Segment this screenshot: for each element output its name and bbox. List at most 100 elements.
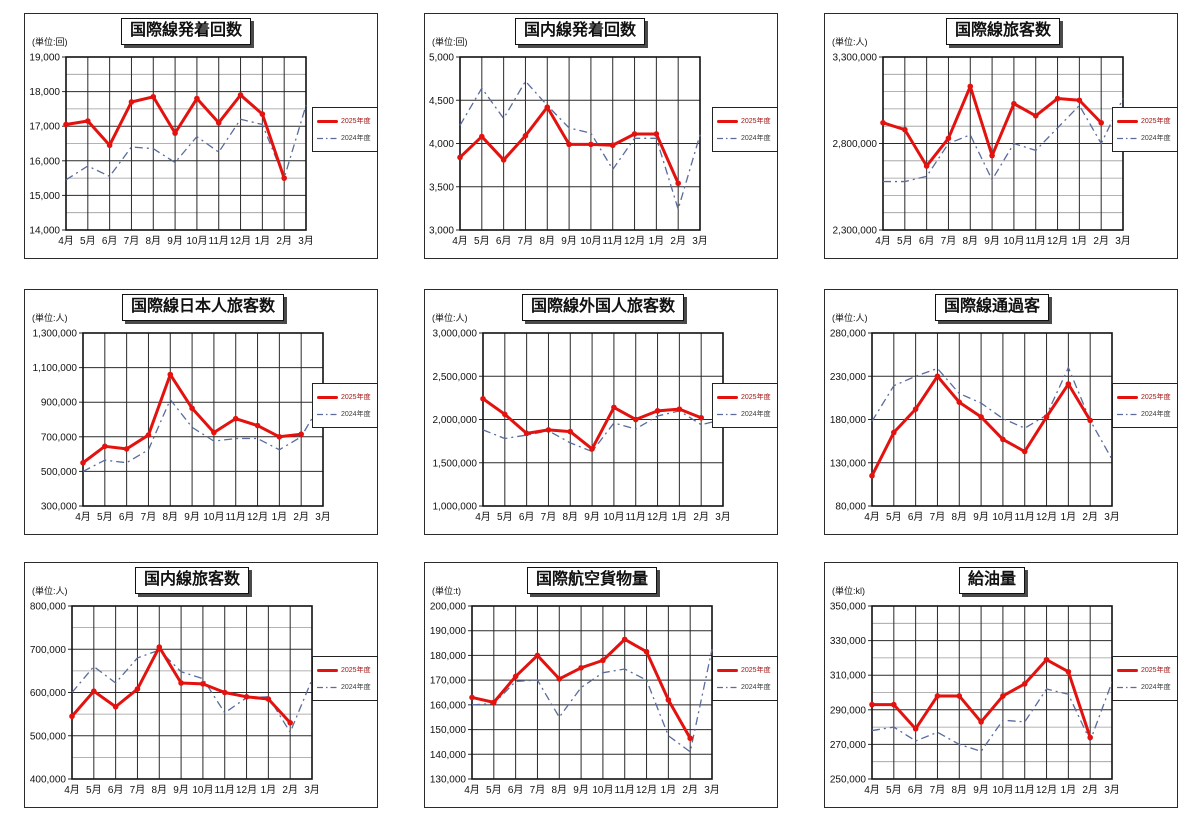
legend-line-sample-2025 bbox=[317, 119, 338, 123]
svg-text:10月: 10月 bbox=[603, 511, 624, 523]
unit-label: (単位:人) bbox=[832, 313, 868, 323]
svg-text:7月: 7月 bbox=[518, 235, 534, 247]
svg-text:4,000: 4,000 bbox=[429, 139, 454, 150]
svg-text:10月: 10月 bbox=[580, 235, 601, 247]
svg-text:180,000: 180,000 bbox=[430, 651, 467, 662]
y-axis-labels: 80,000 130,000 180,000 230,000 280,000 bbox=[830, 329, 867, 513]
svg-text:11月: 11月 bbox=[626, 511, 646, 523]
svg-text:4月: 4月 bbox=[864, 511, 880, 523]
series-markers-2025 bbox=[63, 92, 287, 181]
svg-text:4月: 4月 bbox=[58, 235, 74, 247]
svg-text:5,000: 5,000 bbox=[429, 53, 454, 64]
chart-legend: 2025年度 2024年度 bbox=[712, 107, 778, 152]
svg-text:8月: 8月 bbox=[951, 784, 967, 796]
chart-title: 給油量 bbox=[958, 567, 1026, 594]
svg-text:3月: 3月 bbox=[715, 511, 731, 523]
svg-text:9月: 9月 bbox=[584, 511, 600, 523]
svg-text:2月: 2月 bbox=[670, 235, 686, 247]
svg-text:200,000: 200,000 bbox=[430, 602, 467, 613]
svg-text:130,000: 130,000 bbox=[430, 775, 467, 786]
legend-label-2024: 2024年度 bbox=[341, 684, 371, 691]
x-axis-labels: 4月 5月 6月 7月 8月 9月 10月 11月 12月 1月 2月 3月 bbox=[64, 784, 320, 796]
svg-text:1,300,000: 1,300,000 bbox=[33, 329, 78, 340]
svg-text:10月: 10月 bbox=[592, 784, 613, 796]
legend-row-2024: 2024年度 bbox=[1117, 133, 1173, 143]
y-axis-labels: 300,000 500,000 700,000 900,000 1,100,000 1,3… bbox=[33, 329, 78, 513]
svg-text:1月: 1月 bbox=[261, 784, 277, 796]
svg-text:150,000: 150,000 bbox=[430, 725, 467, 736]
legend-line-sample-2024 bbox=[317, 137, 338, 139]
svg-text:230,000: 230,000 bbox=[830, 372, 867, 383]
svg-text:7月: 7月 bbox=[124, 235, 140, 247]
legend-line-sample-2024 bbox=[717, 686, 738, 688]
svg-text:300,000: 300,000 bbox=[41, 502, 78, 513]
svg-text:6月: 6月 bbox=[102, 235, 118, 247]
x-axis-labels: 4月 5月 6月 7月 8月 9月 10月 11月 12月 1月 2月 3月 bbox=[875, 235, 1131, 247]
svg-text:2月: 2月 bbox=[282, 784, 298, 796]
svg-text:6月: 6月 bbox=[119, 511, 135, 523]
chart-panel: (単位:人) 国際線日本人旅客数 300,000 500,000 700,000 90… bbox=[24, 289, 378, 535]
legend-line-sample-2025 bbox=[717, 119, 738, 123]
unit-label: (単位:人) bbox=[32, 586, 68, 596]
chart-panel: (単位:人) 国際線外国人旅客数 1,000,000 1,500,000 2,000… bbox=[424, 289, 778, 535]
svg-text:5月: 5月 bbox=[474, 235, 490, 247]
svg-text:8月: 8月 bbox=[951, 511, 967, 523]
svg-text:7月: 7月 bbox=[130, 784, 146, 796]
legend-label-2024: 2024年度 bbox=[341, 135, 371, 142]
x-axis-labels: 4月 5月 6月 7月 8月 9月 10月 11月 12月 1月 2月 3月 bbox=[452, 235, 708, 247]
legend-label-2024: 2024年度 bbox=[341, 411, 371, 418]
svg-text:3月: 3月 bbox=[692, 235, 708, 247]
legend-row-2025: 2025年度 bbox=[717, 392, 773, 402]
svg-text:4月: 4月 bbox=[75, 511, 91, 523]
svg-text:1,500,000: 1,500,000 bbox=[433, 458, 478, 469]
x-axis-labels: 4月 5月 6月 7月 8月 9月 10月 11月 12月 1月 2月 3月 bbox=[475, 511, 731, 523]
svg-text:9月: 9月 bbox=[973, 784, 989, 796]
gridlines-vertical bbox=[71, 606, 313, 779]
chart-legend: 2025年度 2024年度 bbox=[312, 383, 378, 428]
svg-text:250,000: 250,000 bbox=[830, 775, 867, 786]
gridlines-minor bbox=[66, 73, 306, 214]
legend-label-2025: 2025年度 bbox=[741, 118, 771, 125]
series-markers-2025 bbox=[480, 395, 704, 452]
svg-text:170,000: 170,000 bbox=[430, 676, 467, 687]
svg-text:11月: 11月 bbox=[603, 235, 623, 247]
legend-label-2025: 2025年度 bbox=[341, 394, 371, 401]
legend-row-2024: 2024年度 bbox=[717, 133, 773, 143]
svg-text:5月: 5月 bbox=[886, 511, 902, 523]
svg-text:15,000: 15,000 bbox=[29, 191, 60, 202]
line-chart-plot: 250,000 270,000 290,000 310,000 330,000 350,0… bbox=[830, 602, 1120, 797]
svg-text:2月: 2月 bbox=[1082, 511, 1098, 523]
legend-label-2025: 2025年度 bbox=[741, 667, 771, 674]
legend-row-2024: 2024年度 bbox=[717, 409, 773, 419]
line-chart-plot: 80,000 130,000 180,000 230,000 280,000 4月 5月 6月… bbox=[830, 329, 1120, 524]
series-line-2024 bbox=[65, 105, 307, 181]
svg-text:12月: 12月 bbox=[624, 235, 645, 247]
legend-line-sample-2024 bbox=[717, 137, 738, 139]
svg-text:6月: 6月 bbox=[519, 511, 535, 523]
svg-text:9月: 9月 bbox=[984, 235, 1000, 247]
svg-text:1月: 1月 bbox=[649, 235, 665, 247]
svg-text:8月: 8月 bbox=[539, 235, 555, 247]
svg-text:1月: 1月 bbox=[272, 511, 288, 523]
chart-title: 国際線発着回数 bbox=[120, 18, 252, 45]
svg-text:4月: 4月 bbox=[64, 784, 80, 796]
svg-text:7月: 7月 bbox=[141, 511, 157, 523]
svg-text:2,500,000: 2,500,000 bbox=[433, 372, 478, 383]
svg-text:1月: 1月 bbox=[661, 784, 677, 796]
svg-text:3月: 3月 bbox=[704, 784, 720, 796]
series-line-2024 bbox=[71, 649, 313, 734]
svg-text:2月: 2月 bbox=[276, 235, 292, 247]
legend-line-sample-2024 bbox=[717, 413, 738, 415]
chart-legend: 2025年度 2024年度 bbox=[312, 656, 378, 701]
gridlines-major bbox=[68, 605, 312, 780]
svg-text:290,000: 290,000 bbox=[830, 705, 867, 716]
legend-row-2024: 2024年度 bbox=[317, 682, 373, 692]
gridlines-minor bbox=[872, 622, 1112, 763]
svg-text:3,000,000: 3,000,000 bbox=[433, 329, 478, 340]
y-axis-labels: 130,000 140,000 150,000 160,000 170,000 180,0… bbox=[430, 602, 467, 786]
svg-text:11月: 11月 bbox=[1015, 511, 1035, 523]
svg-text:600,000: 600,000 bbox=[30, 688, 67, 699]
chart-panel: (単位:回) 国際線発着回数 14,000 15,000 16,000 17,000 1… bbox=[24, 13, 378, 259]
plot-border bbox=[65, 56, 307, 231]
